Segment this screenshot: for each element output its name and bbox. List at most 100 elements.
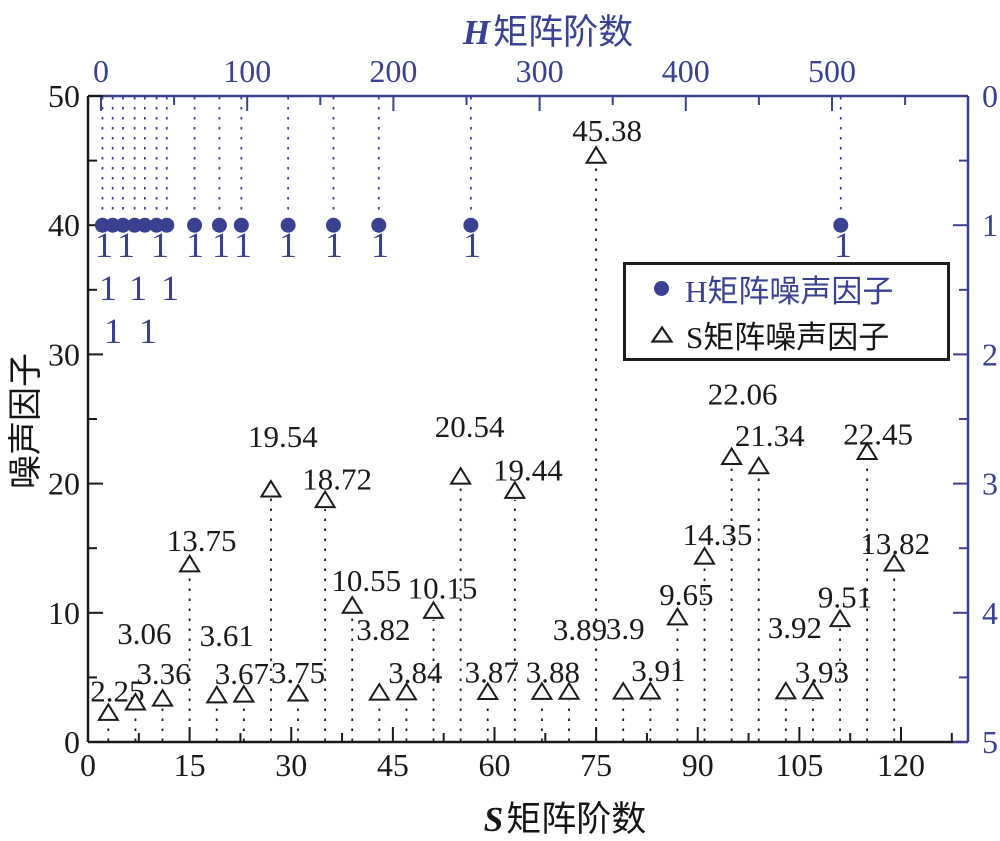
right-tick-label: 3 <box>982 466 998 502</box>
s-point-marker <box>178 553 201 573</box>
h-value-label: 1 <box>95 225 113 265</box>
s-point-marker <box>151 688 174 707</box>
s-point-marker <box>232 684 256 703</box>
s-point-marker <box>97 702 120 721</box>
s-value-label: 22.06 <box>708 376 778 411</box>
legend-entry-h: H矩阵噪声因子 <box>648 266 947 311</box>
s-value-label: 13.75 <box>167 523 237 558</box>
bottom-tick-label: 75 <box>580 747 612 783</box>
top-tick-label: 0 <box>93 53 109 89</box>
left-tick-label: 0 <box>64 724 80 760</box>
top-tick-label: 400 <box>662 53 710 89</box>
s-value-label: 45.38 <box>572 113 642 148</box>
bottom-tick-label: 90 <box>682 747 714 783</box>
top-tick-label: 500 <box>808 53 856 89</box>
h-value-label: 1 <box>139 311 157 351</box>
h-point-marker <box>233 217 249 233</box>
bottom-tick-label: 120 <box>877 747 925 783</box>
legend-entry-s: S矩阵噪声因子 <box>648 312 947 357</box>
s-point-marker <box>259 479 283 498</box>
s-point-marker <box>449 466 472 485</box>
s-point-marker <box>368 682 391 701</box>
h-point-marker <box>115 217 131 233</box>
left-tick-label: 50 <box>48 78 80 114</box>
s-point-marker <box>503 480 527 499</box>
s-value-label: 3.92 <box>768 610 822 645</box>
s-point-marker <box>882 553 906 572</box>
top-tick-label: 200 <box>369 53 417 89</box>
s-value-label: 3.06 <box>117 616 171 651</box>
s-value-label: 13.82 <box>860 526 930 561</box>
left-tick-label: 10 <box>48 595 80 631</box>
s-value-label: 3.82 <box>356 612 410 647</box>
top-axis-title-variable: H <box>462 13 491 52</box>
top-axis-title: H矩阵阶数 <box>348 4 748 55</box>
s-value-label: 3.75 <box>271 655 325 690</box>
bottom-axis-title-variable: S <box>483 800 504 839</box>
h-point-marker <box>371 217 387 233</box>
s-value-label: 10.15 <box>408 570 478 605</box>
bottom-axis-title: S矩阵阶数 <box>365 791 765 841</box>
s-point-marker <box>557 681 581 700</box>
s-point-marker <box>666 606 689 626</box>
h-value-label: 1 <box>151 225 169 265</box>
right-tick-label: 4 <box>982 595 998 631</box>
s-point-marker <box>611 681 635 700</box>
legend-h-label: H矩阵噪声因子 <box>685 274 894 309</box>
h-value-label: 1 <box>129 268 147 308</box>
left-tick-label: 30 <box>48 336 80 372</box>
h-point-marker <box>137 217 153 233</box>
top-axis-title-text: 矩阵阶数 <box>493 13 634 52</box>
top-tick-label: 300 <box>516 53 564 89</box>
h-value-label: 1 <box>104 311 122 351</box>
h-value-label: 1 <box>279 225 297 265</box>
right-tick-label: 2 <box>982 336 998 372</box>
s-value-label: 19.54 <box>248 419 318 454</box>
bottom-tick-label: 0 <box>80 747 96 783</box>
s-value-label: 3.89 <box>553 612 607 647</box>
s-point-marker <box>340 595 364 614</box>
h-value-label: 1 <box>117 225 135 265</box>
s-value-label: 18.72 <box>302 462 372 497</box>
h-value-label: 1 <box>463 225 481 265</box>
s-point-marker <box>747 455 771 475</box>
s-point-marker <box>584 145 608 164</box>
h-point-marker <box>463 217 479 233</box>
bottom-tick-label: 45 <box>377 747 409 783</box>
h-value-label: 1 <box>161 268 179 308</box>
h-value-label: 1 <box>99 268 117 308</box>
h-value-label: 1 <box>834 225 852 265</box>
right-tick-label: 5 <box>982 724 998 760</box>
s-value-label: 20.54 <box>435 409 505 444</box>
bottom-tick-label: 60 <box>479 747 511 783</box>
right-tick-label: 0 <box>982 78 998 114</box>
legend-open-triangle-icon <box>650 325 674 343</box>
h-value-label: 1 <box>212 225 230 265</box>
s-value-label: 3.93 <box>795 655 849 690</box>
s-value-label: 22.45 <box>843 416 913 451</box>
s-point-marker <box>395 681 418 701</box>
left-tick-label: 20 <box>48 466 80 502</box>
s-value-label: 10.55 <box>331 563 401 598</box>
s-point-marker <box>205 684 229 704</box>
s-value-label: 3.84 <box>388 655 443 690</box>
right-tick-label: 1 <box>982 207 998 243</box>
s-point-marker <box>693 546 716 565</box>
s-point-marker <box>828 608 852 628</box>
h-value-label: 1 <box>234 225 252 265</box>
legend-filled-circle-icon <box>654 281 669 296</box>
s-value-label: 3.36 <box>136 656 190 691</box>
legend: H矩阵噪声因子 S矩阵噪声因子 <box>623 262 950 361</box>
h-point-marker <box>187 217 203 233</box>
legend-s-label: S矩阵噪声因子 <box>686 320 890 355</box>
s-point-marker <box>313 489 337 509</box>
s-point-marker <box>801 680 825 700</box>
h-value-label: 1 <box>186 225 204 265</box>
s-value-label: 3.61 <box>200 618 254 653</box>
s-value-label: 9.51 <box>818 580 872 615</box>
h-value-label: 1 <box>371 225 389 265</box>
s-point-marker <box>855 441 879 460</box>
s-point-marker <box>639 681 662 700</box>
